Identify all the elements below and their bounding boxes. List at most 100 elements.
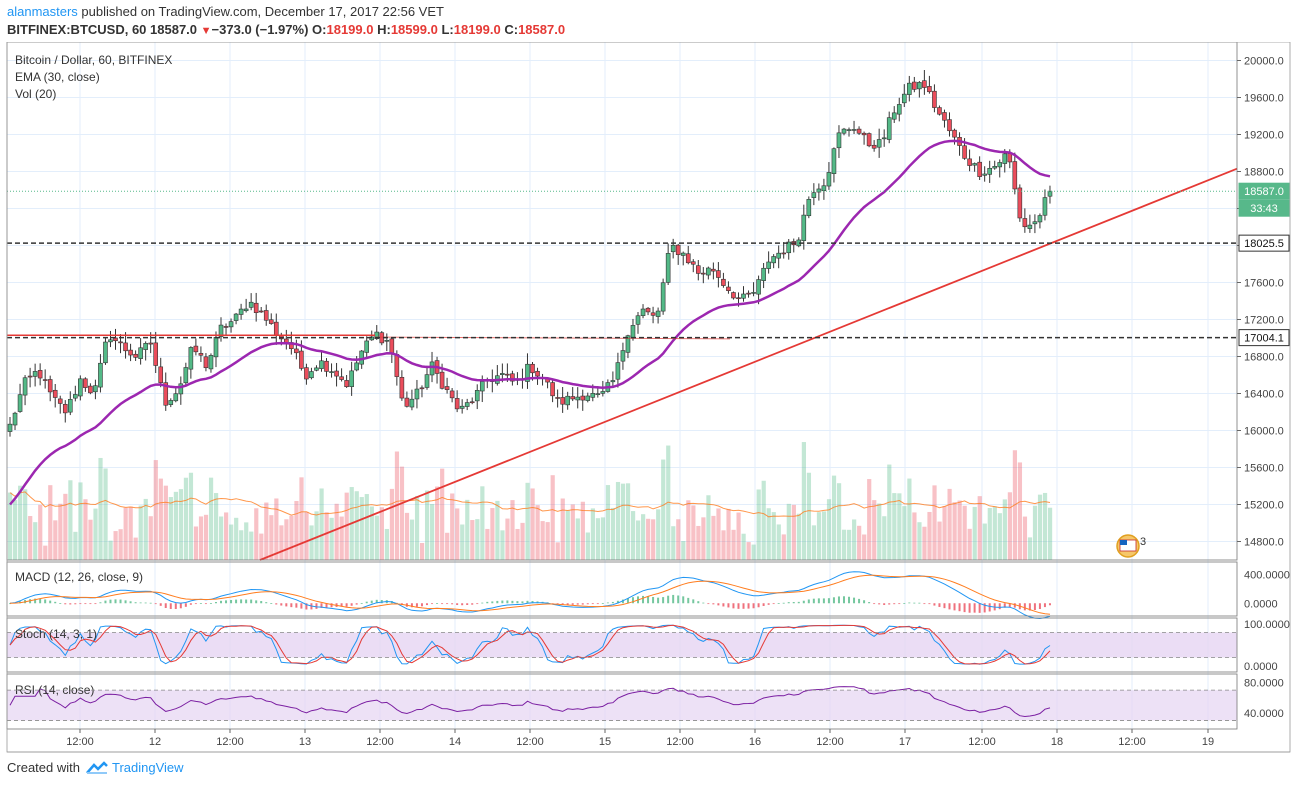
candle-body	[158, 366, 164, 383]
macd-hist-bar	[561, 603, 564, 605]
x-tick-label: 16	[749, 736, 761, 748]
candle-body	[52, 389, 58, 398]
ema-line	[9, 139, 1051, 506]
volume-bar	[1037, 494, 1043, 560]
candle-body	[469, 401, 475, 404]
volume-bar	[922, 526, 927, 560]
volume-bar	[756, 489, 761, 560]
candle	[776, 245, 781, 269]
candle	[263, 304, 269, 326]
candle	[93, 379, 98, 400]
macd-hist-bar	[461, 603, 464, 606]
macd-hist-bar	[199, 603, 202, 604]
pane-frames	[6, 42, 1291, 753]
macd-hist-bar	[898, 603, 901, 605]
candle	[816, 183, 822, 201]
symbol-label: BITFINEX:BTCUSD, 60	[7, 22, 147, 37]
volume-bar	[83, 499, 88, 560]
username-link[interactable]: alanmasters	[7, 4, 78, 19]
candle-body	[590, 393, 596, 398]
macd-hist-bar	[662, 597, 665, 604]
candle	[806, 196, 812, 219]
candle-body	[163, 382, 169, 406]
volume-bar	[113, 531, 118, 560]
macd-hist-bar	[506, 600, 509, 604]
candle	[891, 106, 897, 123]
macd-hist-bar	[571, 603, 574, 605]
candle	[228, 318, 234, 333]
macd-hist-bar	[913, 602, 916, 604]
volume-bar	[88, 519, 93, 560]
macd-hist-bar	[285, 603, 288, 607]
candle-body	[314, 367, 319, 371]
volume-bar	[917, 522, 922, 560]
volume-bar	[399, 466, 405, 560]
candle-body	[218, 324, 224, 337]
candle	[424, 365, 430, 390]
volume-bar	[344, 492, 349, 560]
time-axis[interactable]: 12:00 12 12:00 13 12:00 14 12:00 15 12:00 16 12:00…	[66, 729, 1214, 748]
candle-body	[876, 139, 882, 148]
candle	[751, 282, 756, 297]
macd-hist-bar	[988, 603, 991, 612]
volume-bar	[123, 507, 128, 560]
candle-body	[238, 308, 244, 315]
volume-bar	[515, 528, 520, 560]
candle-body	[510, 373, 515, 382]
volume-bar	[93, 508, 98, 560]
y-tick-label: 20000.0	[1244, 56, 1284, 68]
macd-hist-bar	[49, 600, 52, 604]
candle	[620, 342, 626, 370]
support-trendline[interactable]	[259, 167, 1238, 561]
volume-bar	[500, 530, 505, 560]
macd-hist-bar	[822, 598, 825, 604]
macd-hist-bar	[812, 598, 815, 604]
volume-bar	[600, 517, 606, 560]
price-axis[interactable]: 20000.019600.019200.018800.018400.018000…	[1237, 56, 1290, 720]
macd-hist-bar	[757, 603, 760, 608]
macd-hist-bar	[89, 603, 92, 605]
candle	[615, 352, 621, 388]
volume-bar	[78, 482, 83, 560]
volume-bar	[841, 529, 847, 560]
volume-bar	[510, 500, 515, 560]
economic-event-icon[interactable]: 3	[1116, 534, 1146, 558]
candle	[560, 386, 565, 413]
volume-bar	[641, 514, 646, 560]
candle-body	[42, 379, 48, 381]
volume-bar	[168, 497, 173, 560]
volume-bar	[138, 505, 143, 560]
tradingview-link[interactable]: TradingView	[111, 760, 184, 775]
macd-hist-bar	[431, 603, 434, 605]
macd-hist-bar	[124, 600, 127, 604]
macd-hist-bar	[817, 598, 820, 604]
change-down-icon: ▼	[200, 25, 212, 37]
macd-hist-bar	[928, 603, 931, 605]
y-tick-label: 16000.0	[1244, 426, 1284, 438]
candle-body	[78, 378, 83, 397]
price-chart[interactable]: Bitcoin / Dollar, 60, BITFINEX EMA (30, …	[0, 42, 1300, 754]
volume-bar	[314, 511, 319, 560]
macd-hist-bar	[214, 602, 217, 604]
candle	[12, 411, 18, 431]
macd-hist-bar	[154, 603, 157, 605]
y-tick-label: 16800.0	[1244, 352, 1284, 364]
volume-bar	[570, 504, 575, 560]
candle-body	[776, 252, 781, 259]
volume-bar	[681, 541, 686, 560]
candle	[675, 243, 681, 265]
candle-body	[439, 371, 445, 389]
candle	[1017, 184, 1023, 222]
candle	[690, 259, 696, 273]
candle	[831, 147, 837, 183]
volume-bar	[982, 523, 987, 560]
volume-bar	[801, 442, 806, 560]
tradingview-logo-icon	[86, 761, 108, 774]
candle	[339, 368, 344, 382]
volume-bar	[213, 493, 219, 560]
volume-bar	[188, 472, 194, 560]
level-lower-tag-text: 17004.1	[1244, 333, 1284, 345]
candle	[861, 131, 867, 145]
macd-hist-bar	[923, 603, 926, 605]
macd-hist-bar	[586, 603, 589, 605]
